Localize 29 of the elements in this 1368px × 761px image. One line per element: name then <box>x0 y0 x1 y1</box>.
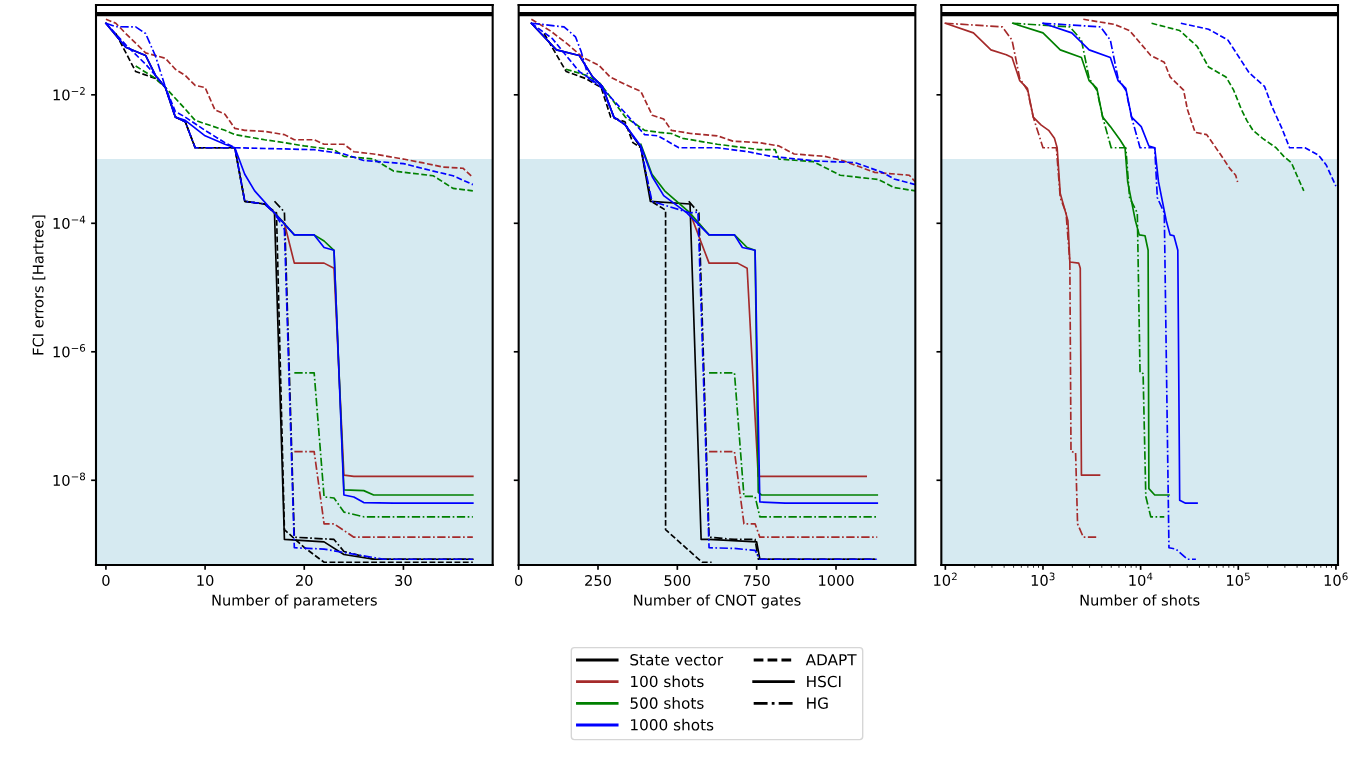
legend-label: 100 shots <box>631 675 704 688</box>
text: HSCI <box>807 675 841 688</box>
legend-label: 1000 shots <box>631 718 714 731</box>
x-tick-label: 1000 <box>819 574 854 587</box>
legend-label: State vector <box>630 654 724 666</box>
x-tick-label: 750 <box>743 574 770 587</box>
x-axis-title: Number of parameters <box>212 594 377 609</box>
x-axis-title: Number of CNOT gates <box>634 594 801 609</box>
x-tick-label: 0 <box>514 574 523 587</box>
x-tick-label: 500 <box>664 574 691 587</box>
text: HG <box>807 697 828 709</box>
x-axis-title: Number of shots <box>1080 594 1200 606</box>
x-tick-label: 0 <box>102 574 110 587</box>
text: ADAPT <box>805 654 857 666</box>
x-tick-label: 10 <box>197 574 214 587</box>
y-axis-title: FCI errors [Hartree] <box>32 215 46 355</box>
x-tick-label: 10$^{6}$ <box>1324 572 1348 586</box>
x-tick-label: 20 <box>296 574 313 587</box>
x-tick-label: 250 <box>585 574 611 587</box>
y-tick-label: 10$^{−4}$ <box>53 215 86 229</box>
x-tick-label: 10$^{5}$ <box>1227 572 1250 586</box>
x-tick-label: 10$^{3}$ <box>1031 572 1055 586</box>
legend-label: 500 shots <box>630 697 704 709</box>
x-tick-label: 10$^{4}$ <box>1129 572 1153 586</box>
x-tick-label: 10$^{2}$ <box>934 572 957 586</box>
y-tick-label: 10$^{−6}$ <box>53 344 86 358</box>
y-tick-label: 10$^{−2}$ <box>53 87 85 101</box>
y-tick-label: 10$^{−8}$ <box>53 472 86 486</box>
x-tick-label: 30 <box>395 574 412 587</box>
